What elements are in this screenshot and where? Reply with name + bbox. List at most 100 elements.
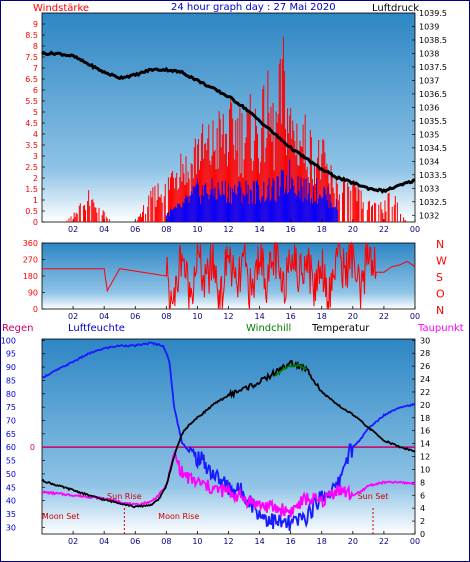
direction-x-tick-label: 08 — [161, 312, 171, 321]
temp-x-tick-label: 10 — [192, 537, 202, 546]
wind-x-tick-label: 16 — [286, 225, 296, 234]
astro-annotation: Sun Rise — [107, 492, 142, 501]
pressure-y-tick-label: 1035 — [419, 130, 439, 139]
direction-x-tick-label: 10 — [192, 312, 202, 321]
pressure-y-tick-label: 1038 — [419, 49, 439, 58]
pressure-y-tick-label: 1037.5 — [419, 63, 447, 72]
wind-y-tick-label: 8 — [33, 42, 38, 51]
direction-y-tick-label: 360 — [23, 239, 38, 248]
pressure-y-tick-label: 1033.5 — [419, 171, 447, 180]
wind-axis-title: Windstärke — [33, 3, 89, 14]
wind-y-tick-label: 8.5 — [25, 31, 38, 40]
temperature-y-tick-label: 20 — [420, 401, 430, 410]
pressure-y-tick-label: 1032 — [419, 211, 439, 220]
compass-label: O — [436, 288, 445, 301]
temperature-y-tick-label: 24 — [420, 375, 430, 384]
pressure-line — [41, 50, 416, 194]
wind-y-tick-label: 6.5 — [25, 75, 38, 84]
wind-y-tick-label: 0 — [33, 218, 38, 227]
humidity-line — [41, 341, 416, 532]
pressure-y-tick-label: 1033 — [419, 184, 439, 193]
wind-x-tick-label: 00 — [410, 225, 420, 234]
dewpoint-line — [41, 450, 416, 518]
pressure-axis-title: Luftdruck — [372, 3, 419, 14]
humidity-y-tick-label: 80 — [6, 390, 16, 399]
temperature-y-tick-label: 30 — [420, 336, 430, 345]
wind-y-tick-label: 1.5 — [25, 185, 38, 194]
temperature-y-tick-label: 28 — [420, 349, 430, 358]
compass-label: S — [436, 271, 443, 284]
direction-x-tick-label: 14 — [254, 312, 264, 321]
wind-x-tick-label: 04 — [99, 225, 109, 234]
wind-x-tick-label: 08 — [161, 225, 171, 234]
wind-y-tick-label: 3 — [33, 152, 38, 161]
wind-y-tick-label: 4.5 — [25, 119, 38, 128]
direction-y-tick-label: 0 — [33, 305, 38, 314]
temp-x-tick-label: 14 — [254, 537, 264, 546]
temp-x-tick-label: 02 — [68, 537, 78, 546]
humidity-y-tick-label: 90 — [6, 363, 16, 372]
temp-humidity-plot-area — [41, 338, 416, 535]
humidity-y-tick-label: 30 — [6, 523, 16, 532]
direction-x-tick-label: 00 — [410, 312, 420, 321]
wind-x-tick-label: 14 — [254, 225, 264, 234]
temp-x-tick-label: 06 — [130, 537, 140, 546]
direction-y-tick-label: 270 — [23, 256, 38, 265]
temperature-y-tick-label: 16 — [420, 427, 430, 436]
wind-y-tick-label: 5.5 — [25, 97, 38, 106]
wind-x-tick-label: 18 — [317, 225, 327, 234]
legend-windchill: Windchill — [246, 323, 291, 334]
wind-y-tick-label: 7.5 — [25, 53, 38, 62]
humidity-y-tick-label: 50 — [6, 470, 16, 479]
legend-rain: Regen — [2, 323, 34, 334]
wind-x-tick-label: 22 — [379, 225, 389, 234]
temp-x-tick-label: 22 — [379, 537, 389, 546]
temperature-y-tick-label: 14 — [420, 440, 430, 449]
pressure-y-tick-label: 1036.5 — [419, 90, 447, 99]
pressure-y-tick-label: 1039 — [419, 22, 439, 31]
pressure-y-tick-label: 1034.5 — [419, 144, 447, 153]
temp-x-tick-label: 20 — [348, 537, 358, 546]
gust-bars — [165, 159, 338, 222]
humidity-y-tick-label: 70 — [6, 416, 16, 425]
temp-x-tick-label: 12 — [223, 537, 233, 546]
wind-y-tick-label: 2.5 — [25, 163, 38, 172]
pressure-y-tick-label: 1034 — [419, 157, 439, 166]
temp-x-tick-label: 08 — [161, 537, 171, 546]
temperature-y-tick-label: 12 — [420, 453, 430, 462]
temperature-y-tick-label: 10 — [420, 465, 430, 474]
astro-annotation: Moon Rise — [158, 512, 199, 521]
temperature-y-tick-label: 26 — [420, 362, 430, 371]
astro-annotation: Sun Set — [358, 492, 389, 501]
humidity-y-tick-label: 95 — [6, 350, 16, 359]
wind-y-tick-label: 0.5 — [25, 207, 38, 216]
wind-y-tick-label: 6 — [33, 86, 38, 95]
temperature-y-tick-label: 18 — [420, 414, 430, 423]
temperature-y-tick-label: 0 — [420, 530, 425, 539]
rain-y-tick-label: 0 — [30, 443, 35, 452]
astro-annotation: Moon Set — [42, 512, 79, 521]
direction-x-tick-label: 22 — [379, 312, 389, 321]
direction-x-tick-label: 16 — [286, 312, 296, 321]
direction-x-tick-label: 06 — [130, 312, 140, 321]
legend-temperature: Temperatur — [311, 323, 370, 334]
wind-y-tick-label: 5 — [33, 108, 38, 117]
humidity-y-tick-label: 35 — [6, 510, 16, 519]
wind-y-tick-label: 9 — [33, 20, 38, 29]
pressure-y-tick-label: 1036 — [419, 103, 439, 112]
compass-label: N — [436, 304, 444, 317]
humidity-y-tick-label: 55 — [6, 457, 16, 466]
legend-dewpoint: Taupunkt — [417, 323, 464, 334]
temperature-y-tick-label: 4 — [420, 504, 425, 513]
direction-x-tick-label: 12 — [223, 312, 233, 321]
pressure-y-tick-label: 1035.5 — [419, 117, 447, 126]
pressure-y-tick-label: 1039.5 — [419, 9, 447, 18]
temperature-y-tick-label: 8 — [420, 478, 425, 487]
humidity-y-tick-label: 65 — [6, 430, 16, 439]
humidity-y-tick-label: 60 — [6, 443, 16, 452]
temp-x-tick-label: 18 — [317, 537, 327, 546]
humidity-y-tick-label: 85 — [6, 376, 16, 385]
temperature-y-tick-label: 22 — [420, 388, 430, 397]
direction-y-tick-label: 90 — [28, 289, 38, 298]
